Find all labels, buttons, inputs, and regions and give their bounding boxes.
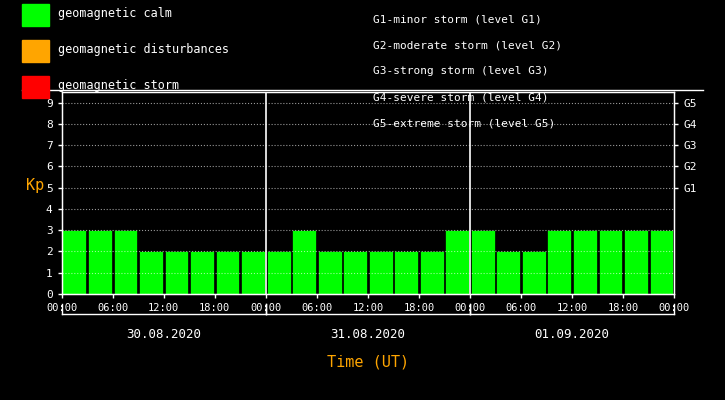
- Bar: [318, 252, 341, 294]
- Bar: [522, 252, 546, 294]
- Bar: [369, 252, 393, 294]
- Text: G4-severe storm (level G4): G4-severe storm (level G4): [373, 92, 549, 102]
- Text: G2-moderate storm (level G2): G2-moderate storm (level G2): [373, 40, 563, 50]
- Bar: [497, 252, 521, 294]
- Text: 30.08.2020: 30.08.2020: [126, 328, 202, 341]
- Bar: [88, 230, 112, 294]
- Bar: [547, 230, 571, 294]
- Bar: [343, 252, 367, 294]
- Text: Time (UT): Time (UT): [327, 354, 409, 370]
- Text: geomagnetic storm: geomagnetic storm: [58, 80, 179, 92]
- Bar: [241, 252, 265, 294]
- Bar: [624, 230, 648, 294]
- Bar: [394, 252, 418, 294]
- Bar: [165, 252, 189, 294]
- Bar: [139, 252, 163, 294]
- Text: geomagnetic disturbances: geomagnetic disturbances: [58, 44, 229, 56]
- Bar: [573, 230, 597, 294]
- Text: geomagnetic calm: geomagnetic calm: [58, 8, 172, 20]
- Bar: [445, 230, 469, 294]
- Bar: [599, 230, 622, 294]
- Text: G3-strong storm (level G3): G3-strong storm (level G3): [373, 66, 549, 76]
- Text: G5-extreme storm (level G5): G5-extreme storm (level G5): [373, 118, 555, 128]
- Bar: [62, 230, 86, 294]
- Bar: [292, 230, 316, 294]
- Text: 31.08.2020: 31.08.2020: [331, 328, 405, 341]
- Text: 01.09.2020: 01.09.2020: [534, 328, 610, 341]
- Bar: [267, 252, 291, 294]
- Bar: [215, 252, 239, 294]
- Y-axis label: Kp: Kp: [25, 178, 44, 193]
- Bar: [114, 230, 137, 294]
- Bar: [420, 252, 444, 294]
- Text: G1-minor storm (level G1): G1-minor storm (level G1): [373, 14, 542, 24]
- Bar: [190, 252, 214, 294]
- Bar: [471, 230, 494, 294]
- Bar: [650, 230, 674, 294]
